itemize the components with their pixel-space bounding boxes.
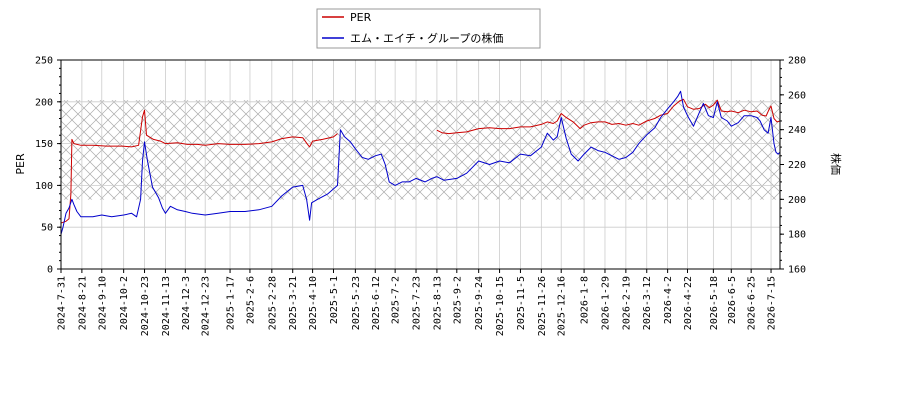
x-tick-label: 2024-12-23 [201, 276, 212, 336]
left-tick-label: 150 [35, 139, 53, 150]
x-tick-label: 2024-8-21 [77, 276, 88, 330]
legend-box [316, 8, 541, 49]
left-tick-label: 50 [41, 223, 53, 234]
left-tick-label: 250 [35, 56, 53, 67]
left-tick-label: 100 [35, 181, 53, 192]
right-tick-label: 260 [788, 90, 806, 101]
right-tick-label: 200 [788, 195, 806, 206]
legend-label-per: PER [350, 11, 372, 24]
x-tick-label: 2026-2-19 [621, 276, 632, 330]
per-line [61, 109, 338, 224]
left-tick-label: 200 [35, 97, 53, 108]
x-tick-label: 2026-6-5 [727, 276, 738, 324]
right-tick-label: 220 [788, 160, 806, 171]
legend: PER エム・エイチ・グループの株価 [316, 8, 541, 49]
left-axis-title: PER [14, 153, 27, 175]
left-tick-label: 0 [47, 265, 53, 276]
x-tick-label: 2025-2-6 [245, 276, 256, 324]
shaded-band [61, 100, 780, 200]
right-tick-label: 160 [788, 265, 806, 276]
x-tick-label: 2026-6-25 [747, 276, 758, 330]
x-tick-label: 2024-12-3 [181, 276, 192, 330]
right-tick-label: 240 [788, 125, 806, 136]
right-axis-title: 株価 [829, 153, 843, 175]
x-axis: 2024-7-31 2024-8-21 2024-9-10 2024-10-2 2024… [57, 269, 778, 336]
x-tick-label: 2025-7-2 [391, 276, 402, 324]
x-tick-label: 2024-9-10 [97, 276, 108, 330]
left-axis: 0 50 100 150 200 250 [35, 56, 61, 276]
x-tick-label: 2025-9-2 [452, 276, 463, 324]
x-tick-label: 2026-4-2 [663, 276, 674, 324]
x-tick-label: 2024-11-13 [161, 276, 172, 336]
right-tick-label: 280 [788, 56, 806, 67]
x-tick-label: 2025-7-23 [412, 276, 423, 330]
x-tick-label: 2026-1-29 [600, 276, 611, 330]
x-tick-label: 2025-1-17 [226, 276, 237, 330]
x-tick-label: 2025-11-5 [516, 276, 527, 330]
x-tick-label: 2026-1-8 [580, 276, 591, 324]
x-tick-label: 2025-10-15 [495, 276, 506, 336]
right-tick-label: 180 [788, 230, 806, 241]
x-tick-label: 2025-2-28 [267, 276, 278, 330]
x-tick-label: 2025-9-24 [474, 276, 485, 330]
x-tick-label: 2024-10-23 [140, 276, 151, 336]
x-tick-label: 2026-4-22 [683, 276, 694, 330]
x-tick-label: 2024-7-31 [57, 276, 68, 330]
x-tick-label: 2024-10-2 [119, 276, 130, 330]
x-tick-label: 2025-12-16 [557, 276, 568, 336]
x-tick-label: 2025-11-26 [537, 276, 548, 336]
x-tick-label: 2025-8-13 [432, 276, 443, 330]
x-tick-label: 2026-3-12 [642, 276, 653, 330]
legend-label-price: エム・エイチ・グループの株価 [350, 31, 503, 45]
x-tick-label: 2026-7-15 [767, 276, 778, 330]
series-layer [61, 90, 780, 235]
x-tick-label: 2025-5-23 [351, 276, 362, 330]
x-tick-label: 2025-6-12 [371, 276, 382, 330]
x-tick-label: 2025-4-10 [308, 276, 319, 330]
right-axis: 160 180 200 220 240 260 280 [780, 56, 806, 276]
x-tick-label: 2026-5-18 [709, 276, 720, 330]
x-tick-label: 2025-5-1 [329, 276, 340, 324]
per-line [436, 98, 780, 135]
price-line [61, 90, 780, 235]
x-tick-label: 2025-3-21 [288, 276, 299, 330]
